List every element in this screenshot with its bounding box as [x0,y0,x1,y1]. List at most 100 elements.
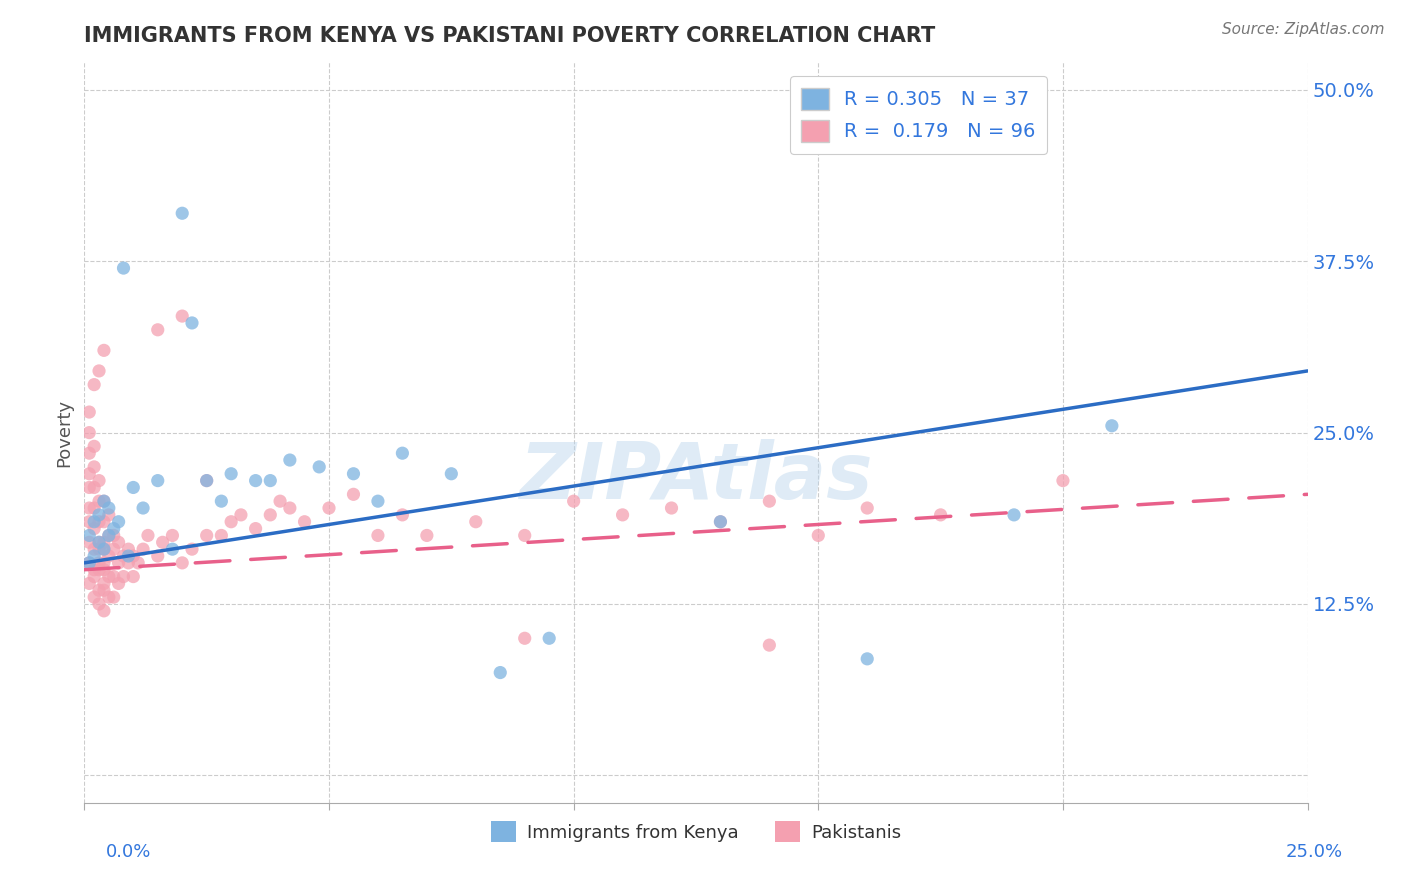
Point [77,501,100,516]
Point [709,515,731,529]
Point [93,494,115,508]
Point [612,508,634,522]
Text: Source: ZipAtlas.com: Source: ZipAtlas.com [1222,22,1385,37]
Point [929,508,952,522]
Point [97,508,120,522]
Point [259,508,281,522]
Point [308,459,330,474]
Point [209,528,232,542]
Point [416,528,439,542]
Point [661,501,683,516]
Point [87,542,110,557]
Point [195,474,218,488]
Text: 0.0%: 0.0% [105,843,150,861]
Point [97,528,120,542]
Point [103,522,125,536]
Point [112,569,135,583]
Point [93,604,115,618]
Point [87,508,110,522]
Point [117,542,139,557]
Point [162,542,184,557]
Point [87,535,110,549]
Point [162,528,184,542]
Point [77,576,100,591]
Point [146,549,169,563]
Point [93,576,115,591]
Point [245,522,267,536]
Point [278,501,301,516]
Point [152,535,174,549]
Point [562,494,585,508]
Point [77,405,100,419]
Point [77,515,100,529]
Point [440,467,463,481]
Point [112,261,135,276]
Point [107,556,129,570]
Point [87,535,110,549]
Point [172,309,194,323]
Point [87,597,110,611]
Point [83,515,105,529]
Point [181,316,204,330]
Point [97,569,120,583]
Point [107,535,129,549]
Point [93,515,115,529]
Point [77,535,100,549]
Point [97,590,120,604]
Point [513,632,536,646]
Point [122,480,145,494]
Point [112,549,135,563]
Point [83,590,105,604]
Point [269,494,291,508]
Point [97,528,120,542]
Point [172,556,194,570]
Point [103,528,125,542]
Point [77,480,100,494]
Point [122,569,145,583]
Point [107,576,129,591]
Point [83,549,105,563]
Point [219,515,242,529]
Text: 25.0%: 25.0% [1285,843,1343,861]
Point [77,467,100,481]
Point [1101,418,1123,433]
Point [83,501,105,516]
Y-axis label: Poverty: Poverty [55,399,73,467]
Point [117,556,139,570]
Point [367,528,389,542]
Point [103,569,125,583]
Point [464,515,486,529]
Point [181,542,204,557]
Point [103,542,125,557]
Point [77,425,100,440]
Point [83,439,105,453]
Point [391,508,413,522]
Point [195,474,218,488]
Point [127,556,149,570]
Point [195,528,218,542]
Point [87,583,110,598]
Point [103,590,125,604]
Point [97,549,120,563]
Point [229,508,252,522]
Point [294,515,316,529]
Point [856,652,879,666]
Point [318,501,340,516]
Point [87,474,110,488]
Point [709,515,731,529]
Point [132,542,155,557]
Point [122,549,145,563]
Point [259,474,281,488]
Point [146,323,169,337]
Point [342,487,364,501]
Text: IMMIGRANTS FROM KENYA VS PAKISTANI POVERTY CORRELATION CHART: IMMIGRANTS FROM KENYA VS PAKISTANI POVER… [84,26,935,45]
Point [77,556,100,570]
Point [758,494,780,508]
Point [77,528,100,542]
Point [93,542,115,557]
Point [97,501,120,516]
Point [93,583,115,598]
Point [87,494,110,508]
Point [1052,474,1074,488]
Point [132,501,155,516]
